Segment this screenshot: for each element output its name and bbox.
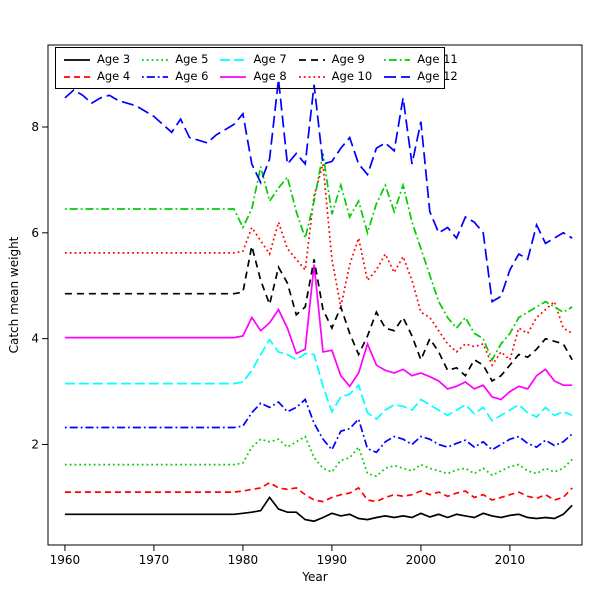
series-line-age-9 — [64, 245, 573, 383]
legend-line-sample — [384, 58, 411, 61]
legend-item-age-9: Age 9 — [298, 52, 373, 67]
x-tick-label: 1990 — [317, 553, 348, 567]
legend-item-age-4: Age 4 — [64, 69, 130, 84]
y-tick-label: 2 — [31, 437, 39, 451]
legend-item-age-7: Age 7 — [220, 52, 287, 67]
legend-item-age-3: Age 3 — [64, 52, 130, 67]
legend-label: Age 3 — [97, 52, 131, 66]
legend-label: Age 11 — [417, 52, 458, 66]
y-tick-label: 6 — [31, 226, 39, 240]
series-line-age-6 — [64, 398, 573, 454]
legend-line-sample — [298, 75, 325, 78]
series-line-age-12 — [64, 79, 573, 303]
legend-label: Age 5 — [175, 52, 209, 66]
x-axis-label: Year — [302, 570, 328, 584]
series-line-age-3 — [64, 495, 573, 523]
legend-item-age-12: Age 12 — [384, 69, 458, 84]
legend-label: Age 10 — [331, 69, 373, 83]
legend-line-sample — [220, 75, 247, 78]
plot-border — [47, 44, 583, 546]
series-line-age-5 — [64, 435, 573, 478]
series-line-age-11 — [64, 153, 573, 362]
legend-label: Age 9 — [331, 52, 365, 66]
legend-label: Age 8 — [253, 69, 287, 83]
y-tick-label: 4 — [31, 332, 39, 346]
x-tick-label: 1960 — [50, 553, 81, 567]
legend-item-age-6: Age 6 — [142, 69, 208, 84]
legend-line-sample — [142, 58, 169, 61]
legend-item-age-11: Age 11 — [384, 52, 458, 67]
legend-item-age-5: Age 5 — [142, 52, 208, 67]
legend-line-sample — [142, 75, 169, 78]
x-tick-label: 2010 — [495, 553, 526, 567]
legend-line-sample — [64, 75, 90, 78]
legend-label: Age 12 — [417, 69, 458, 83]
legend: Age 3 Age 4 Age 5 Age 6 Age 7 Age 8 Age 9 Age 1… — [55, 47, 458, 89]
legend-line-sample — [220, 58, 247, 61]
legend-label: Age 6 — [175, 69, 209, 83]
x-tick-label: 1970 — [139, 553, 170, 567]
y-axis-label: Catch mean weight — [7, 236, 21, 354]
y-tick-label: 8 — [31, 120, 39, 134]
series-line-age-4 — [64, 481, 573, 503]
legend-item-age-10: Age 10 — [298, 69, 373, 84]
legend-line-sample — [298, 58, 325, 61]
x-tick-label: 2000 — [406, 553, 437, 567]
legend-label: Age 7 — [253, 52, 287, 66]
legend-label: Age 4 — [97, 69, 131, 83]
legend-item-age-8: Age 8 — [220, 69, 287, 84]
x-tick-label: 1980 — [228, 553, 259, 567]
series-line-age-8 — [64, 264, 573, 401]
series-line-age-10 — [64, 163, 573, 367]
legend-line-sample — [384, 75, 411, 78]
legend-line-sample — [64, 58, 90, 61]
series-line-age-7 — [64, 338, 573, 422]
